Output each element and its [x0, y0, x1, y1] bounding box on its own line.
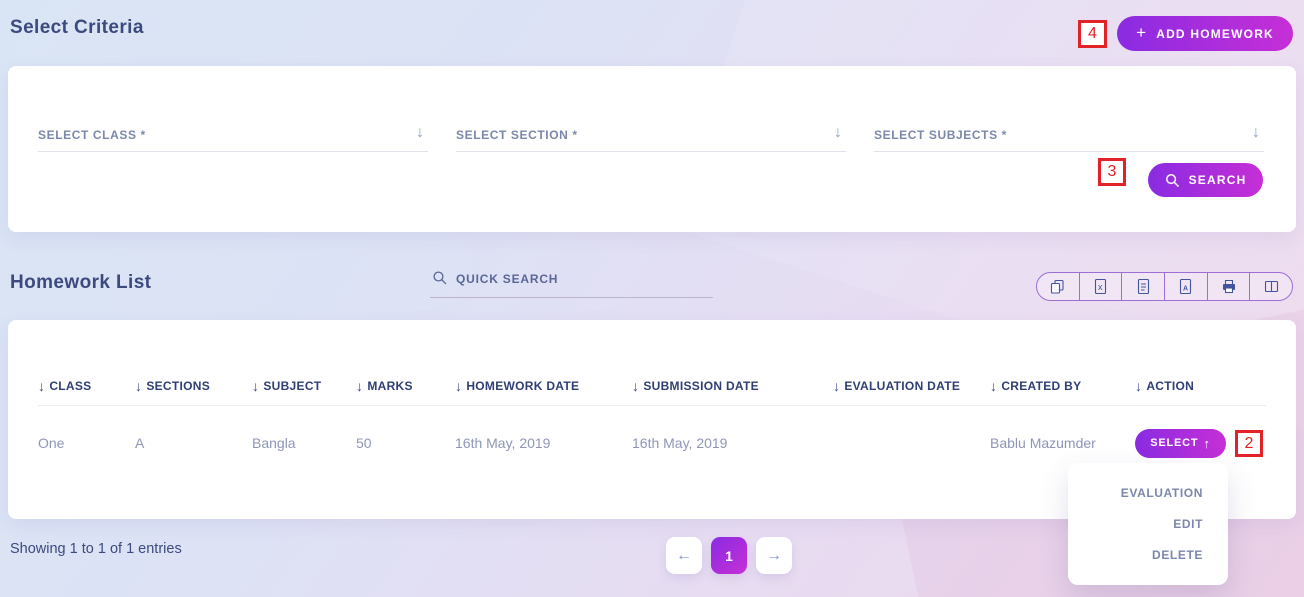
column-header-created-by[interactable]: ↓ CREATED BY	[990, 378, 1135, 394]
add-homework-label: ADD HOMEWORK	[1156, 26, 1274, 41]
column-header-homework-date[interactable]: ↓ HOMEWORK DATE	[455, 378, 632, 394]
column-label: SUBMISSION DATE	[643, 379, 759, 393]
column-visibility-button[interactable]	[1250, 273, 1292, 300]
select-section-label: SELECT SECTION *	[456, 128, 578, 142]
export-csv-button[interactable]	[1122, 273, 1166, 300]
cell-sections: A	[135, 435, 145, 451]
column-header-action[interactable]: ↓ ACTION	[1135, 378, 1266, 394]
page-1-button[interactable]: 1	[711, 537, 747, 574]
export-pdf-button[interactable]: A	[1165, 273, 1208, 300]
action-dropdown-menu: EVALUATION EDIT DELETE	[1068, 463, 1228, 585]
annotation-3: 3	[1098, 158, 1126, 186]
column-label: EVALUATION DATE	[844, 379, 961, 393]
sort-icon: ↓	[356, 378, 364, 394]
sort-icon: ↓	[833, 378, 841, 394]
search-label: SEARCH	[1188, 173, 1247, 187]
export-excel-button[interactable]: x	[1080, 273, 1123, 300]
menu-item-evaluation[interactable]: EVALUATION	[1120, 486, 1203, 500]
cell-action: SELECT ↑	[1135, 428, 1266, 458]
export-print-button[interactable]	[1208, 273, 1251, 300]
quick-search-input[interactable]: QUICK SEARCH	[430, 266, 713, 298]
filter-card: SELECT CLASS * ↓ SELECT SECTION * ↓ SELE…	[8, 66, 1296, 232]
quick-search-placeholder: QUICK SEARCH	[456, 272, 559, 286]
svg-text:x: x	[1098, 282, 1103, 292]
select-section-dropdown[interactable]: SELECT SECTION * ↓	[456, 114, 846, 152]
select-action-button[interactable]: SELECT ↑	[1135, 428, 1226, 458]
table-header-row: ↓ CLASS ↓ SECTIONS ↓ SUBJECT ↓ MARKS ↓ HOMEWO…	[38, 378, 1266, 394]
column-label: SECTIONS	[146, 379, 211, 393]
table-row: One A Bangla 50 16th May, 2019 16th May,…	[38, 422, 1266, 464]
chevron-down-icon: ↓	[416, 124, 424, 141]
prev-page-button[interactable]: ←	[666, 537, 702, 574]
select-class-label: SELECT CLASS *	[38, 128, 146, 142]
add-homework-button[interactable]: + ADD HOMEWORK	[1117, 16, 1293, 51]
pagination: ← 1 →	[666, 537, 792, 574]
chevron-down-icon: ↓	[1252, 124, 1260, 141]
sort-icon: ↓	[252, 378, 260, 394]
plus-icon: +	[1136, 22, 1148, 42]
svg-text:A: A	[1183, 286, 1188, 293]
column-header-subject[interactable]: ↓ SUBJECT	[252, 378, 356, 394]
next-page-button[interactable]: →	[756, 537, 792, 574]
column-label: CREATED BY	[1001, 379, 1082, 393]
column-header-submission-date[interactable]: ↓ SUBMISSION DATE	[632, 378, 833, 394]
column-header-class[interactable]: ↓ CLASS	[38, 378, 135, 394]
cell-marks: 50	[356, 435, 372, 451]
column-label: CLASS	[49, 379, 92, 393]
table-header-divider	[38, 405, 1266, 406]
cell-created-by: Bablu Mazumder	[990, 435, 1096, 451]
columns-icon	[1264, 280, 1278, 293]
sort-icon: ↓	[455, 378, 463, 394]
column-label: MARKS	[367, 379, 413, 393]
cell-homework-date: 16th May, 2019	[455, 435, 551, 451]
select-subjects-label: SELECT SUBJECTS *	[874, 128, 1007, 142]
chevron-up-icon: ↑	[1203, 435, 1211, 451]
copy-icon	[1051, 279, 1064, 294]
menu-item-edit[interactable]: EDIT	[1173, 517, 1203, 531]
column-label: SUBJECT	[263, 379, 322, 393]
homework-list-title: Homework List	[10, 272, 152, 293]
sort-icon: ↓	[38, 378, 46, 394]
sort-icon: ↓	[632, 378, 640, 394]
csv-icon	[1137, 278, 1149, 295]
search-button[interactable]: SEARCH	[1148, 163, 1263, 197]
select-criteria-title: Select Criteria	[10, 17, 144, 38]
export-toolbar: x A	[1036, 272, 1293, 301]
sort-icon: ↓	[990, 378, 998, 394]
column-header-sections[interactable]: ↓ SECTIONS	[135, 378, 252, 394]
sort-icon: ↓	[1135, 378, 1143, 394]
chevron-down-icon: ↓	[834, 124, 842, 141]
printer-icon	[1222, 279, 1235, 294]
entries-summary: Showing 1 to 1 of 1 entries	[10, 541, 182, 557]
select-class-dropdown[interactable]: SELECT CLASS * ↓	[38, 114, 428, 152]
cell-submission-date: 16th May, 2019	[632, 435, 728, 451]
select-label: SELECT	[1150, 437, 1199, 449]
column-label: ACTION	[1146, 379, 1195, 393]
column-header-evaluation-date[interactable]: ↓ EVALUATION DATE	[833, 378, 990, 394]
menu-item-delete[interactable]: DELETE	[1152, 548, 1203, 562]
cell-class: One	[38, 435, 65, 451]
cell-subject: Bangla	[252, 435, 296, 451]
export-copy-button[interactable]	[1037, 273, 1080, 300]
sort-icon: ↓	[135, 378, 143, 394]
annotation-4: 4	[1078, 20, 1107, 48]
column-label: HOMEWORK DATE	[466, 379, 580, 393]
select-subjects-dropdown[interactable]: SELECT SUBJECTS * ↓	[874, 114, 1264, 152]
annotation-2: 2	[1235, 430, 1263, 457]
pdf-icon: A	[1180, 278, 1192, 295]
search-icon	[1165, 173, 1180, 188]
column-header-marks[interactable]: ↓ MARKS	[356, 378, 455, 394]
excel-icon: x	[1094, 278, 1107, 295]
